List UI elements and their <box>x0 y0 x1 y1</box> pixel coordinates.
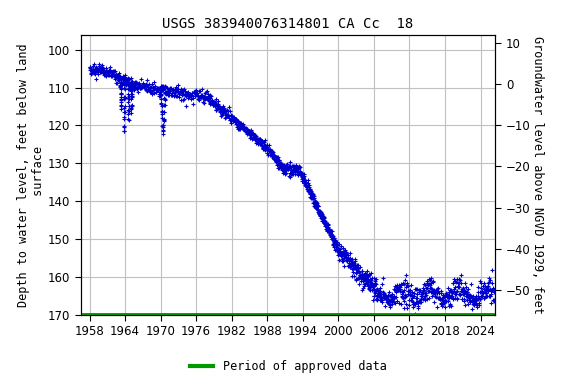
Title: USGS 383940076314801 CA Cc  18: USGS 383940076314801 CA Cc 18 <box>162 17 414 31</box>
Y-axis label: Groundwater level above NGVD 1929, feet: Groundwater level above NGVD 1929, feet <box>532 36 544 314</box>
Legend: Period of approved data: Period of approved data <box>185 356 391 378</box>
Y-axis label: Depth to water level, feet below land
 surface: Depth to water level, feet below land su… <box>17 43 45 306</box>
